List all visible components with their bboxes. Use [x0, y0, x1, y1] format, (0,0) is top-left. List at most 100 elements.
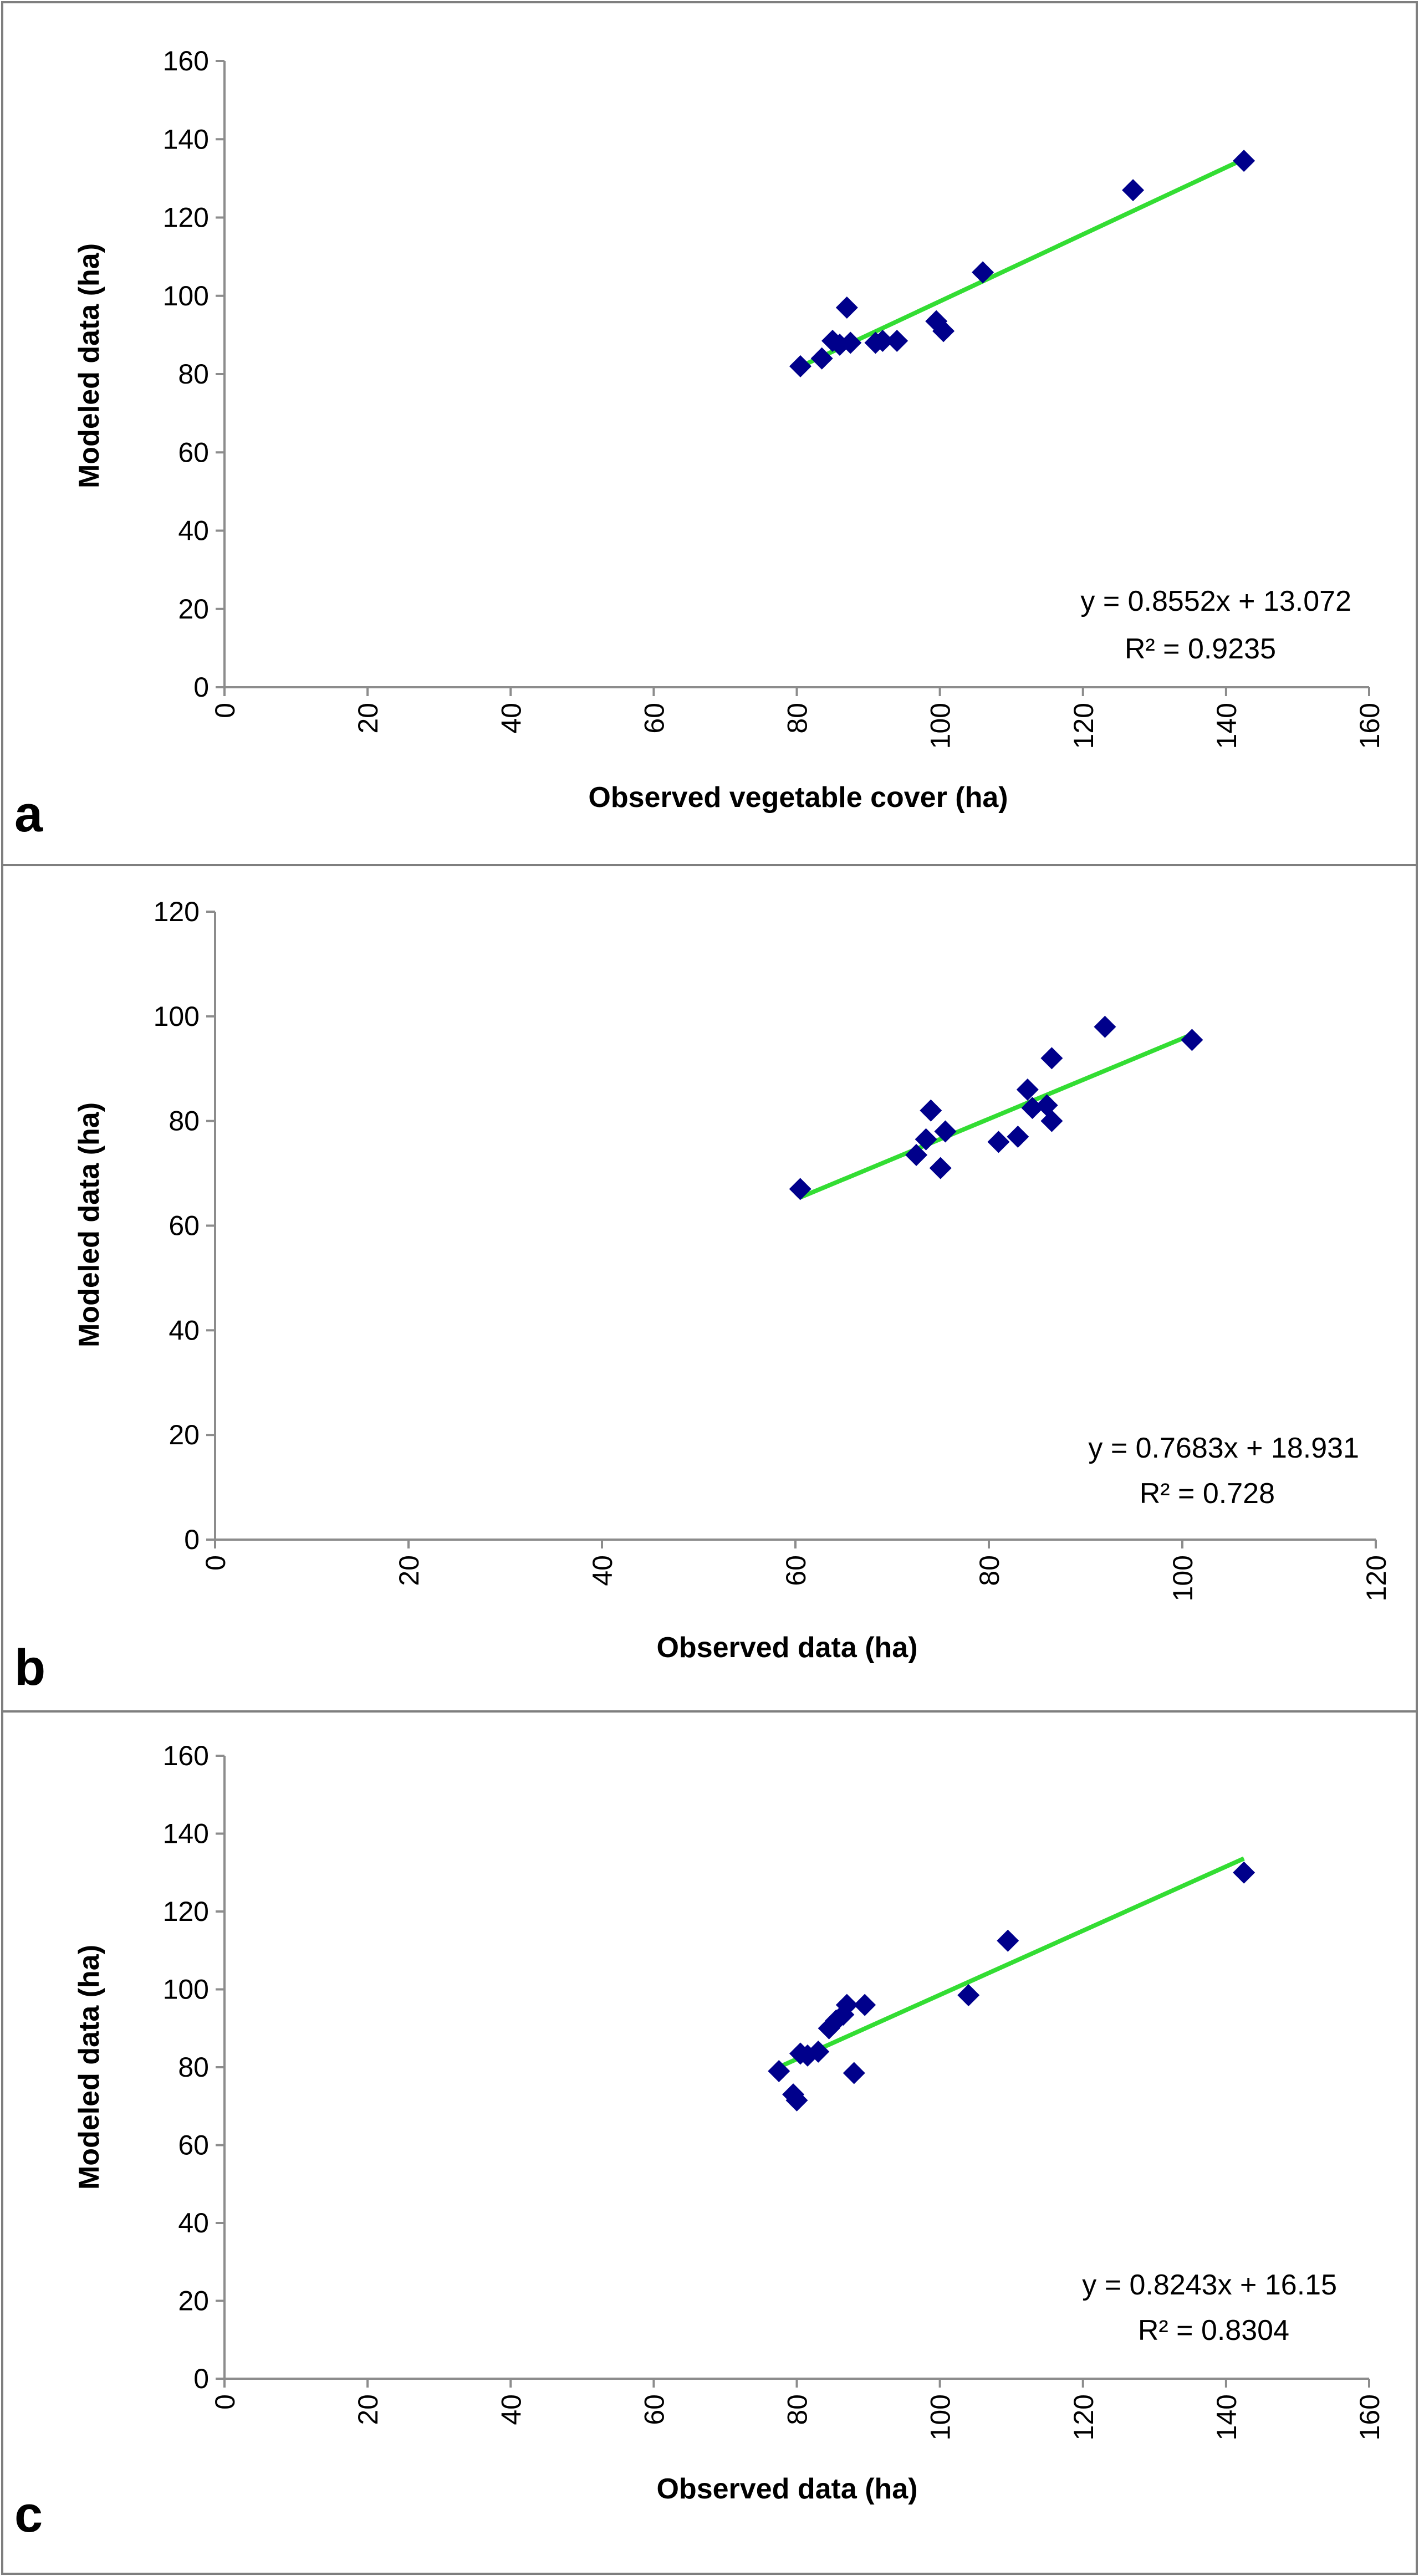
panel-a-x-tick-label: 0 [210, 703, 241, 718]
panel-c-y-tick-label: 140 [163, 1818, 209, 1849]
panel-c-data-point [997, 1929, 1019, 1952]
panel-b-x-tick-label: 60 [780, 1555, 811, 1586]
panel-c-y-tick-label: 160 [163, 1740, 209, 1771]
panel-b-x-tick-label: 80 [974, 1555, 1005, 1586]
panel-b-data-point [915, 1128, 937, 1151]
panel-a-data-point [972, 261, 994, 284]
panel-c-data-point [957, 1984, 980, 2007]
panel-b-y-tick-label: 60 [169, 1210, 200, 1241]
panel-c-data-point [807, 2040, 830, 2063]
panel-a-marks: 0 20 40 60 80 100 120 140 160 0 20 40 60 80 100 120 140 1… [163, 45, 1385, 749]
panel-a-y-tick-label: 160 [163, 45, 209, 76]
panel-a-y-tick-label: 40 [178, 515, 209, 546]
panel-c-x-tick-label: 80 [782, 2394, 813, 2425]
panel-b-x-axis-title: Observed data (ha) [656, 1632, 917, 1664]
panel-c-x-tick-label: 160 [1354, 2394, 1385, 2440]
panel-a-x-tick-label: 20 [353, 703, 384, 734]
panel-c-y-tick-label: 120 [163, 1896, 209, 1927]
panel-a-x-tick-label: 80 [782, 703, 813, 734]
panel-b-data-point [920, 1099, 942, 1122]
panel-b-equation: y = 0.7683x + 18.931 [1088, 1432, 1359, 1464]
panel-c-y-tick-label: 100 [163, 1974, 209, 2005]
panel-a-data-point [839, 331, 862, 354]
panel-a-y-tick-label: 100 [163, 280, 209, 311]
panel-c-x-tick-label: 100 [925, 2394, 956, 2440]
panel-a-trendline [799, 157, 1245, 369]
panel-b-y-axis-title: Modeled data (ha) [73, 1102, 105, 1347]
panel-c-frame [1, 1710, 1418, 2575]
panel-c-x-tick-label: 40 [496, 2394, 527, 2425]
panel-a-r-squared: R² = 0.9235 [1125, 633, 1276, 665]
panel-a-frame [1, 1, 1418, 866]
panel-a-x-tick-label: 120 [1068, 703, 1099, 749]
panel-a-data-point [789, 355, 811, 377]
panel-a-y-tick-label: 120 [163, 202, 209, 233]
panel-a: 0 20 40 60 80 100 120 140 160 0 20 40 60 80 100 120 140 1… [1, 1, 1418, 866]
panel-c-x-tick-label: 140 [1211, 2394, 1242, 2440]
panel-a-data-point [886, 329, 908, 352]
panel-a-data-point [932, 320, 955, 343]
panel-a-x-tick-label: 140 [1211, 703, 1242, 749]
panel-b-letter: b [14, 1639, 45, 1696]
panel-a-x-axis-title: Observed vegetable cover (ha) [588, 781, 1008, 814]
panel-a-y-tick-label: 60 [178, 437, 209, 468]
panel-a-x-tick-label: 100 [925, 703, 956, 749]
panel-c-trendline [778, 1856, 1245, 2069]
panel-b-x-tick-label: 100 [1167, 1555, 1198, 1601]
panel-b-marks: 0 20 40 60 80 100 120 0 20 40 60 80 100 120 [154, 896, 1392, 1601]
panel-c-y-tick-label: 40 [178, 2207, 209, 2238]
panel-c-data-point [843, 2062, 865, 2084]
panel-c-data-point [835, 1994, 858, 2016]
panel-c-marks: 0 20 40 60 80 100 120 140 160 0 20 40 60 80 100 120 140 1… [163, 1740, 1385, 2440]
panel-c-y-tick-label: 20 [178, 2286, 209, 2317]
panel-b-data-point [905, 1144, 928, 1167]
panel-c-y-tick-label: 60 [178, 2130, 209, 2161]
panel-c-equation: y = 0.8243x + 16.15 [1082, 2269, 1337, 2301]
panel-c-x-tick-label: 20 [353, 2394, 384, 2425]
panel-b-y-tick-label: 0 [184, 1524, 200, 1555]
panel-b-data-point [934, 1120, 957, 1143]
panel-b-trendline [799, 1032, 1193, 1200]
panel-a-y-tick-label: 0 [193, 672, 209, 703]
panel-b-x-tick-label: 120 [1361, 1555, 1392, 1601]
panel-b-y-tick-label: 120 [154, 896, 200, 927]
panel-b-y-tick-label: 100 [154, 1001, 200, 1032]
panel-a-y-tick-label: 80 [178, 359, 209, 390]
panel-b-x-tick-label: 40 [587, 1555, 618, 1586]
panel-a-data-point [835, 296, 858, 319]
panel-c-letter: c [14, 2486, 43, 2543]
panel-b-data-point [1094, 1015, 1116, 1038]
panel-c-y-tick-label: 0 [193, 2363, 209, 2394]
panel-a-letter: a [14, 786, 43, 842]
panel-b-data-point [1040, 1110, 1063, 1132]
panel-b: 0 20 40 60 80 100 120 0 20 40 60 80 100 120 Observed … [1, 864, 1418, 1713]
panel-a-equation: y = 0.8552x + 13.072 [1080, 585, 1351, 617]
panel-a-y-axis-title: Modeled data (ha) [73, 243, 105, 488]
panel-b-data-point [987, 1131, 1010, 1153]
panel-b-data-point [789, 1178, 811, 1200]
panel-c-data-point [768, 2060, 790, 2083]
panel-c-x-tick-label: 120 [1068, 2394, 1099, 2440]
panel-b-x-tick-label: 0 [200, 1555, 231, 1571]
panel-a-data-point [871, 329, 894, 352]
panel-c-x-tick-label: 60 [639, 2394, 670, 2425]
panel-c-data-point [1233, 1861, 1255, 1884]
panel-a-data-point [810, 347, 833, 370]
panel-a-x-tick-label: 160 [1354, 703, 1385, 749]
panel-a-y-tick-label: 140 [163, 124, 209, 155]
panel-c-x-axis-title: Observed data (ha) [656, 2473, 917, 2505]
panel-b-data-point [1007, 1125, 1029, 1148]
panel-b-y-tick-label: 40 [169, 1315, 200, 1346]
panel-c-r-squared: R² = 0.8304 [1138, 2314, 1289, 2347]
panel-b-data-point [1040, 1047, 1063, 1070]
panel-c: 0 20 40 60 80 100 120 140 160 0 20 40 60 80 100 120 140 1… [1, 1710, 1418, 2575]
panel-c-x-tick-label: 0 [210, 2394, 241, 2410]
panel-a-x-tick-label: 60 [639, 703, 670, 734]
panel-b-r-squared: R² = 0.728 [1140, 1478, 1275, 1510]
panel-c-y-axis-title: Modeled data (ha) [73, 1945, 105, 2190]
panel-b-data-point [929, 1157, 952, 1179]
panel-b-y-tick-label: 80 [169, 1106, 200, 1137]
panel-a-data-point [1233, 150, 1255, 172]
